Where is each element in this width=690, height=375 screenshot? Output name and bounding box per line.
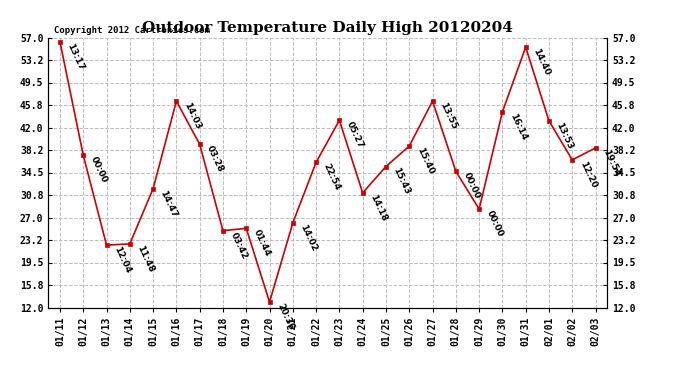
Text: 14:47: 14:47: [159, 189, 179, 219]
Text: 15:40: 15:40: [415, 146, 435, 176]
Text: 13:53: 13:53: [555, 121, 575, 151]
Text: 00:00: 00:00: [462, 171, 482, 201]
Text: 14:02: 14:02: [298, 223, 319, 253]
Text: Copyright 2012 Cartronics.com: Copyright 2012 Cartronics.com: [54, 26, 210, 35]
Text: 15:43: 15:43: [391, 166, 412, 196]
Text: 16:14: 16:14: [508, 112, 529, 142]
Text: 00:00: 00:00: [484, 209, 504, 238]
Text: 05:27: 05:27: [345, 120, 365, 150]
Text: 14:03: 14:03: [182, 101, 202, 131]
Text: 14:18: 14:18: [368, 193, 388, 223]
Text: 19:54: 19:54: [601, 148, 622, 178]
Text: 12:20: 12:20: [578, 160, 598, 189]
Text: 22:54: 22:54: [322, 162, 342, 192]
Text: 12:04: 12:04: [112, 245, 132, 275]
Text: 03:28: 03:28: [205, 144, 226, 174]
Text: 20:36: 20:36: [275, 302, 295, 332]
Text: 01:44: 01:44: [252, 228, 272, 258]
Title: Outdoor Temperature Daily High 20120204: Outdoor Temperature Daily High 20120204: [142, 21, 513, 35]
Text: 13:17: 13:17: [66, 42, 86, 72]
Text: 03:42: 03:42: [228, 231, 249, 261]
Text: 11:48: 11:48: [135, 244, 156, 274]
Text: 13:55: 13:55: [438, 101, 458, 131]
Text: 00:00: 00:00: [89, 155, 109, 184]
Text: 14:40: 14:40: [531, 47, 551, 77]
